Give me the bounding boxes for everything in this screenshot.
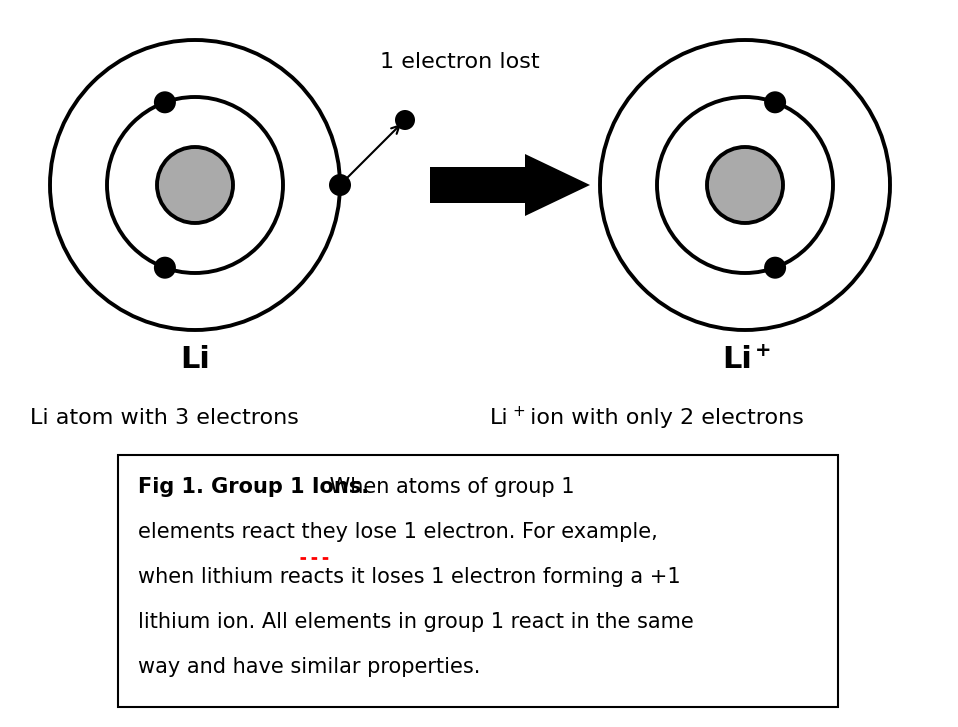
Circle shape [154,257,176,278]
Text: Li: Li [722,345,752,374]
Circle shape [764,92,787,113]
Text: +: + [755,341,771,360]
Circle shape [329,174,351,196]
Circle shape [395,110,415,130]
Circle shape [154,92,176,113]
Text: Fig 1. Group 1 Ions.: Fig 1. Group 1 Ions. [138,477,369,497]
Polygon shape [430,154,590,216]
Text: ion with only 2 electrons: ion with only 2 electrons [523,408,804,428]
Circle shape [707,147,783,223]
Text: Li: Li [490,408,509,428]
Text: +: + [512,404,525,419]
Text: Li atom with 3 electrons: Li atom with 3 electrons [30,408,299,428]
Text: elements react they lose 1 electron. For example,: elements react they lose 1 electron. For… [138,522,658,542]
Text: lithium ion. All elements in group 1 react in the same: lithium ion. All elements in group 1 rea… [138,612,694,632]
Text: way and have similar properties.: way and have similar properties. [138,657,480,677]
Circle shape [764,257,787,278]
Text: When atoms of group 1: When atoms of group 1 [323,477,575,497]
Circle shape [157,147,233,223]
Text: Li: Li [180,345,210,374]
Text: when lithium reacts it loses 1 electron forming a +1: when lithium reacts it loses 1 electron … [138,567,680,587]
Text: 1 electron lost: 1 electron lost [380,52,539,72]
FancyBboxPatch shape [118,455,838,707]
